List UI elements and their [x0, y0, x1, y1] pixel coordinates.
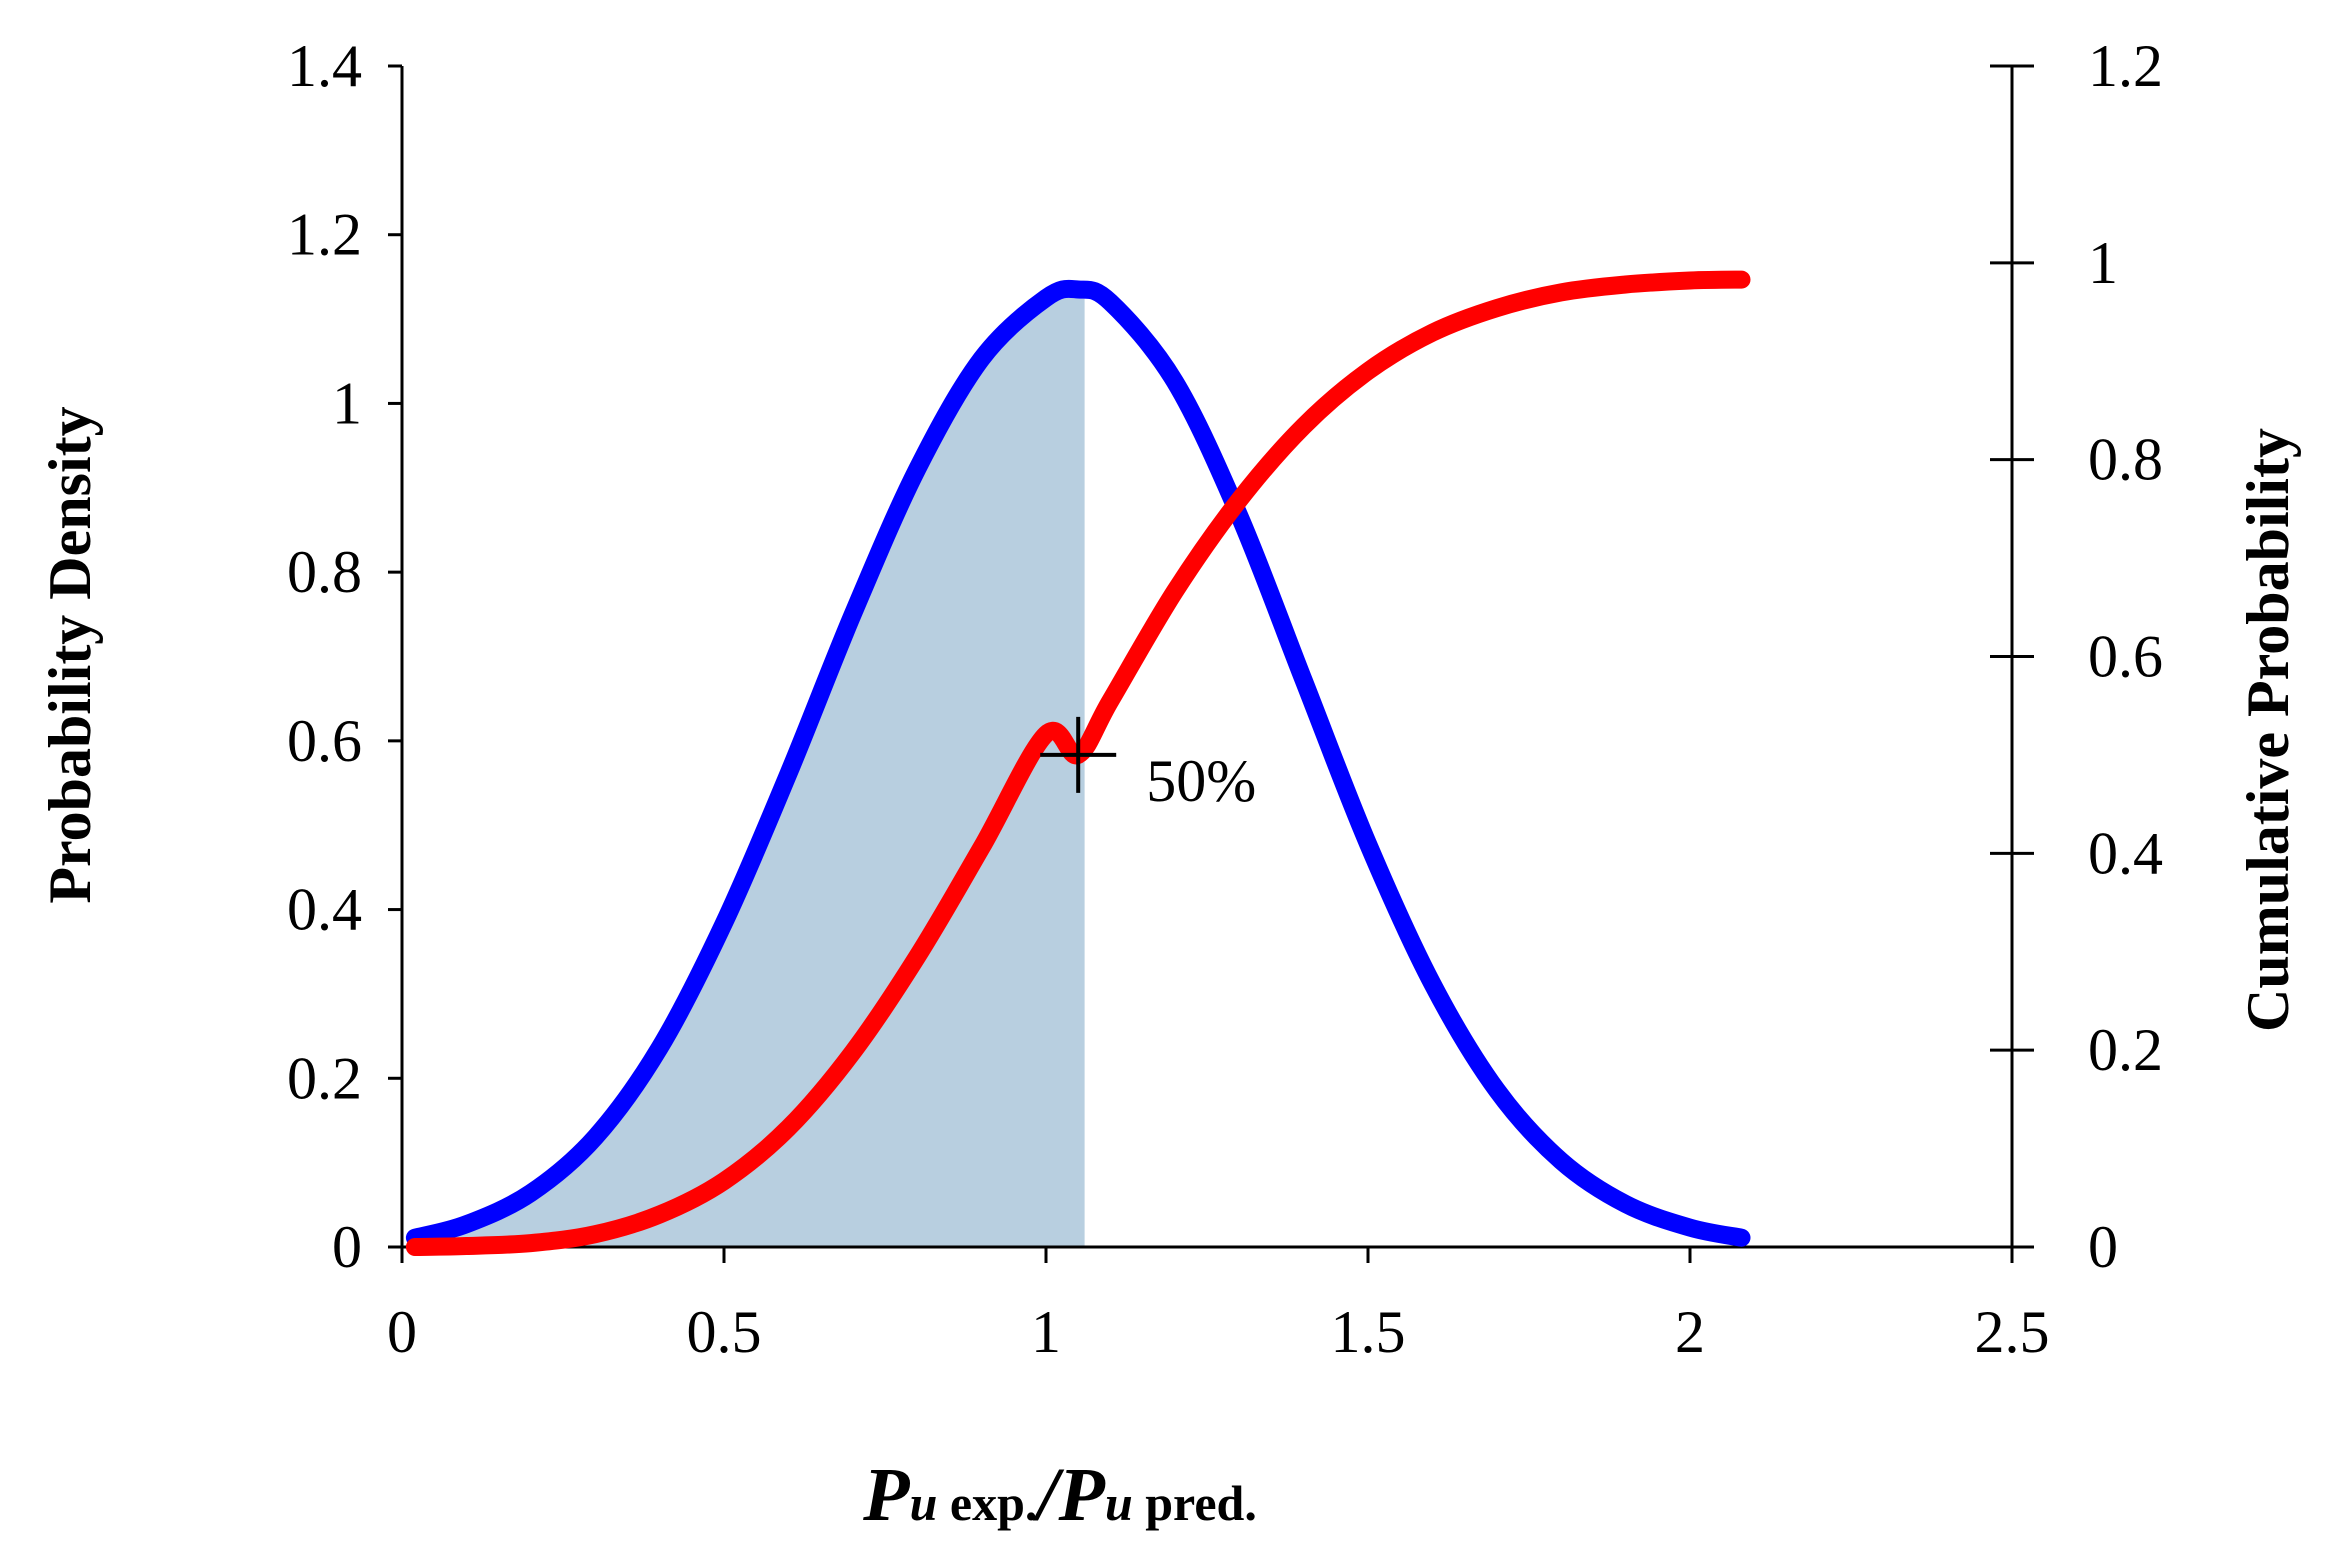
x-tick-label: 1.5: [1331, 1299, 1406, 1365]
y-tick-label: 1.4: [287, 33, 362, 99]
y-axis-title: Probability Density: [37, 406, 103, 903]
y-tick-label: 0.8: [287, 539, 362, 605]
annotations: 50%: [1040, 716, 1256, 814]
y2-tick-label: 0.6: [2088, 624, 2163, 690]
y2-tick-label: 0.8: [2088, 427, 2163, 493]
x-tick-label: 2.5: [1975, 1299, 2050, 1365]
density-series-line: [405, 279, 1751, 1247]
x-tick-label: 1: [1031, 1299, 1061, 1365]
x-tick-label: 2: [1675, 1299, 1705, 1365]
shaded-area: [414, 289, 1085, 1247]
y-tick-label: 0.2: [287, 1045, 362, 1111]
y-tick-label: 1.2: [287, 202, 362, 268]
y-tick-label: 0.4: [287, 877, 362, 943]
axes: [388, 64, 2034, 1263]
y2-tick-label: 0.2: [2088, 1017, 2163, 1083]
y2-tick-label: 1: [2088, 230, 2118, 296]
y2-axis-title: Cumulative Probability: [2235, 428, 2301, 1032]
y2-tick-label: 0: [2088, 1214, 2118, 1280]
annotation-label: 50%: [1146, 748, 1256, 814]
y-tick-label: 0: [332, 1214, 362, 1280]
y2-tick-label: 1.2: [2088, 33, 2163, 99]
tick-labels: 0 0.2 0.4 0.6 0.8 1 1.2 1.4 0 0.2 0.4 0.6 0.8 1 1.2 0 0.…: [287, 33, 2163, 1365]
x-axis-title: Pu exp./Pu pred.: [862, 1453, 1257, 1537]
y-tick-label: 1: [332, 370, 362, 436]
x-tick-label: 0: [387, 1299, 417, 1365]
x-tick-label: 0.5: [687, 1299, 762, 1365]
y-tick-label: 0.6: [287, 708, 362, 774]
y2-tick-label: 0.4: [2088, 820, 2163, 886]
